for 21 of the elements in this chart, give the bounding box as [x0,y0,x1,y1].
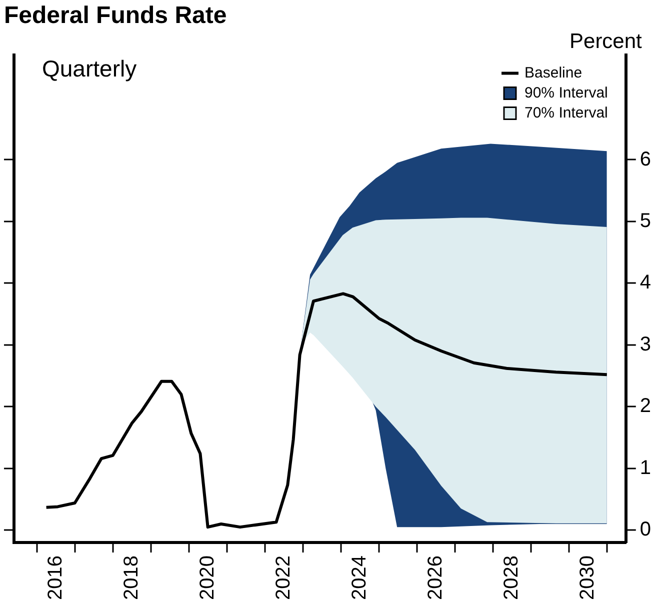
y-tick-label: 6 [640,148,651,170]
y-tick-label: 1 [640,456,651,479]
x-tick-label: 2026 [424,556,446,600]
legend-label: 70% Interval [524,104,608,122]
y-tick-label: 0 [640,518,651,541]
y-tick-label: 3 [640,333,651,356]
y-tick-label: 4 [640,272,651,294]
legend-label: 90% Interval [524,84,608,102]
y-tick-label: 2 [640,395,651,418]
x-tick-label: 2016 [44,556,66,600]
y-tick-label: 5 [640,210,651,232]
legend-label: Baseline [524,64,582,82]
x-tick-label: 2018 [120,556,142,600]
x-tick-label: 2020 [196,556,218,600]
x-tick-label: 2028 [500,556,522,600]
annotation: Quarterly [42,56,138,82]
x-tick-label: 2030 [576,556,598,600]
x-tick-label: 2022 [272,556,294,600]
y-axis-title: Percent [570,30,642,54]
chart-title: Federal Funds Rate [4,2,227,30]
x-tick-label: 2024 [348,556,370,600]
